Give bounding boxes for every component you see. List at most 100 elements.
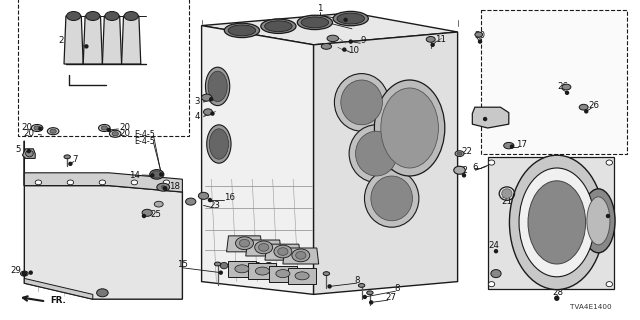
Text: E-4-5: E-4-5 — [134, 130, 156, 139]
Ellipse shape — [259, 244, 269, 251]
Ellipse shape — [163, 180, 170, 185]
Ellipse shape — [86, 12, 100, 20]
Circle shape — [143, 214, 145, 218]
Circle shape — [431, 43, 434, 46]
Text: 19: 19 — [579, 207, 589, 216]
Ellipse shape — [488, 282, 495, 287]
Polygon shape — [64, 16, 83, 64]
Circle shape — [151, 174, 154, 177]
Ellipse shape — [333, 11, 369, 26]
Ellipse shape — [528, 181, 586, 264]
Ellipse shape — [157, 183, 170, 191]
Ellipse shape — [587, 197, 610, 245]
Text: 5: 5 — [15, 145, 20, 154]
Text: 20: 20 — [21, 123, 33, 132]
Ellipse shape — [204, 109, 212, 115]
Ellipse shape — [340, 80, 383, 125]
Circle shape — [210, 98, 212, 101]
Text: 25: 25 — [150, 210, 161, 219]
Ellipse shape — [208, 71, 227, 102]
Polygon shape — [202, 13, 458, 45]
Circle shape — [479, 40, 481, 43]
Circle shape — [463, 174, 465, 177]
Ellipse shape — [205, 67, 230, 106]
Text: 16: 16 — [223, 193, 235, 202]
Text: 30: 30 — [474, 31, 486, 40]
Circle shape — [370, 301, 372, 304]
Ellipse shape — [606, 282, 612, 287]
Polygon shape — [265, 244, 301, 260]
Polygon shape — [24, 141, 182, 299]
Ellipse shape — [502, 189, 512, 198]
Ellipse shape — [519, 168, 595, 277]
Text: 9: 9 — [361, 36, 366, 45]
Text: 20: 20 — [119, 124, 131, 132]
Polygon shape — [122, 16, 141, 64]
Circle shape — [160, 173, 163, 176]
Ellipse shape — [265, 21, 292, 32]
Text: 21: 21 — [501, 197, 513, 206]
Polygon shape — [246, 240, 282, 256]
Circle shape — [328, 285, 331, 288]
Circle shape — [162, 186, 164, 189]
Circle shape — [511, 145, 513, 148]
Text: 26: 26 — [557, 82, 569, 91]
Ellipse shape — [243, 262, 250, 269]
Ellipse shape — [488, 160, 495, 165]
Circle shape — [566, 91, 568, 94]
Ellipse shape — [365, 170, 419, 227]
Ellipse shape — [202, 94, 212, 101]
Ellipse shape — [255, 267, 269, 275]
Bar — [481, 10, 627, 154]
Circle shape — [220, 271, 222, 274]
Circle shape — [164, 187, 166, 190]
Polygon shape — [228, 261, 256, 277]
Text: FR.: FR. — [50, 296, 66, 305]
Ellipse shape — [232, 262, 239, 269]
Circle shape — [607, 214, 609, 218]
Ellipse shape — [228, 25, 256, 36]
Text: 8: 8 — [394, 284, 399, 293]
Circle shape — [344, 18, 347, 21]
Ellipse shape — [475, 32, 483, 37]
Ellipse shape — [67, 12, 81, 20]
Circle shape — [209, 198, 211, 202]
Text: 20: 20 — [119, 129, 131, 138]
Ellipse shape — [358, 284, 365, 287]
Ellipse shape — [261, 19, 296, 33]
Ellipse shape — [255, 241, 273, 254]
Circle shape — [39, 127, 42, 130]
Circle shape — [484, 117, 486, 121]
Ellipse shape — [297, 15, 333, 29]
Ellipse shape — [50, 129, 56, 133]
Ellipse shape — [356, 131, 397, 176]
Ellipse shape — [214, 262, 221, 266]
Ellipse shape — [278, 248, 288, 255]
Polygon shape — [248, 263, 276, 279]
Ellipse shape — [582, 189, 615, 253]
Text: 23: 23 — [209, 201, 220, 210]
Text: 27: 27 — [385, 293, 396, 302]
Ellipse shape — [142, 209, 152, 216]
Ellipse shape — [20, 271, 28, 276]
Ellipse shape — [455, 151, 464, 156]
Ellipse shape — [276, 269, 290, 278]
Text: 28: 28 — [552, 288, 564, 297]
Ellipse shape — [253, 262, 261, 269]
Ellipse shape — [504, 142, 514, 149]
Circle shape — [343, 48, 346, 51]
Ellipse shape — [99, 180, 106, 185]
Ellipse shape — [97, 289, 108, 297]
Text: 4: 4 — [195, 112, 200, 121]
Text: 14: 14 — [129, 171, 140, 180]
Ellipse shape — [35, 180, 42, 185]
Ellipse shape — [64, 155, 70, 159]
Ellipse shape — [321, 44, 332, 49]
Ellipse shape — [381, 88, 438, 168]
Polygon shape — [283, 248, 319, 264]
Polygon shape — [227, 236, 262, 252]
Text: 3: 3 — [195, 97, 200, 106]
Ellipse shape — [374, 80, 445, 176]
Ellipse shape — [220, 262, 228, 269]
Text: 8: 8 — [355, 276, 360, 285]
